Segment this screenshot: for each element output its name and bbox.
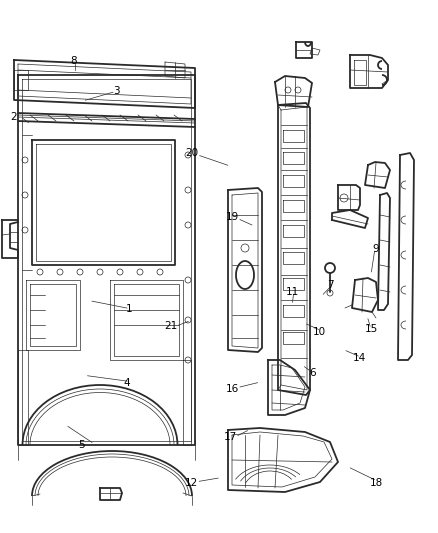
Text: 12: 12 [185, 478, 198, 488]
Text: 3: 3 [113, 86, 120, 95]
Text: 14: 14 [353, 353, 366, 363]
Text: 19: 19 [226, 213, 239, 222]
Text: 20: 20 [185, 148, 198, 158]
Text: 16: 16 [226, 384, 239, 394]
Text: 21: 21 [164, 321, 177, 331]
Text: 9: 9 [372, 245, 379, 254]
Text: 17: 17 [223, 432, 237, 442]
Text: 4: 4 [124, 378, 131, 387]
Text: 10: 10 [313, 327, 326, 336]
Text: 8: 8 [70, 56, 77, 66]
Text: 7: 7 [327, 280, 334, 290]
Text: 11: 11 [286, 287, 299, 297]
Text: 18: 18 [370, 478, 383, 488]
Text: 1: 1 [126, 304, 133, 314]
Text: 15: 15 [365, 325, 378, 334]
Text: 2: 2 [10, 112, 17, 122]
Text: 5: 5 [78, 440, 85, 450]
Text: 6: 6 [309, 368, 316, 378]
